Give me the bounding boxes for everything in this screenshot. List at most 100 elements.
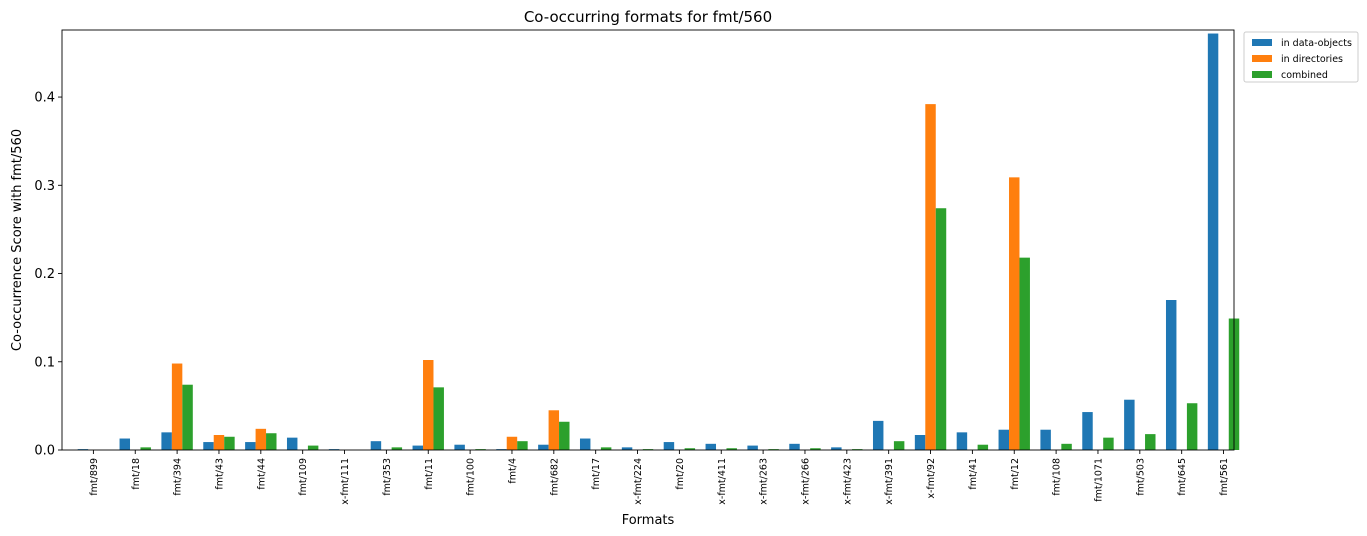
bar-combined-fmt-109: [307, 445, 319, 450]
x-tick-label: fmt/4: [507, 458, 518, 484]
x-tick-label: fmt/1071: [1093, 458, 1104, 502]
bar-in-directories-fmt-12: [1009, 177, 1020, 450]
legend-label: in data-objects: [1281, 38, 1352, 49]
x-tick-label: fmt/109: [298, 458, 309, 496]
bar-combined-fmt-682: [559, 421, 570, 450]
x-tick-label: fmt/12: [1010, 458, 1021, 490]
bar-combined-fmt-41: [977, 444, 989, 450]
bar-in-data-objects-fmt-561: [1207, 33, 1219, 450]
bar-in-data-objects-fmt-11: [412, 445, 424, 450]
legend-swatch: [1252, 55, 1272, 62]
x-axis-label: Formats: [622, 513, 675, 528]
x-tick-label: x-fmt/263: [759, 458, 770, 505]
x-tick-label: fmt/100: [466, 458, 477, 496]
x-tick-label: x-fmt/411: [717, 458, 728, 505]
x-tick-label: x-fmt/391: [884, 458, 895, 505]
bar-in-directories-fmt-682: [548, 410, 560, 450]
bar-combined-x-fmt-411: [726, 448, 737, 450]
bar-combined-fmt-108: [1061, 443, 1072, 450]
bar-in-data-objects-fmt-18: [119, 438, 131, 450]
bar-in-data-objects-x-fmt-263: [747, 445, 758, 450]
x-tick-label: fmt/503: [1135, 458, 1146, 496]
y-axis: 0.0 0.1 0.2 0.3 0.4: [34, 91, 62, 459]
bar-in-data-objects-fmt-20: [663, 442, 675, 450]
bar-in-data-objects-fmt-503: [1124, 399, 1135, 450]
legend-swatch: [1252, 71, 1272, 78]
bar-in-data-objects-x-fmt-411: [705, 443, 717, 450]
bar-in-data-objects-fmt-645: [1165, 300, 1177, 450]
x-tick-label: fmt/899: [89, 458, 100, 496]
x-tick-label: fmt/645: [1177, 458, 1188, 496]
bar-combined-fmt-18: [140, 447, 151, 450]
bars-group: [77, 33, 1240, 451]
bar-combined-fmt-11: [433, 387, 444, 450]
bar-combined-fmt-12: [1019, 257, 1030, 450]
x-tick-label: x-fmt/224: [633, 458, 644, 505]
chart-title: Co-occurring formats for fmt/560: [524, 8, 772, 26]
bar-combined-fmt-44: [266, 433, 277, 450]
x-tick-label: x-fmt/111: [340, 458, 351, 505]
bar-combined-fmt-20: [684, 448, 696, 450]
bar-in-data-objects-fmt-353: [370, 441, 382, 450]
bar-in-data-objects-fmt-682: [538, 444, 549, 450]
bar-in-data-objects-x-fmt-266: [789, 443, 800, 450]
y-tick-label: 0.3: [34, 179, 55, 194]
bar-combined-fmt-394: [182, 384, 193, 450]
bar-combined-x-fmt-391: [893, 441, 905, 450]
bar-in-data-objects-fmt-109: [286, 437, 298, 450]
bar-in-data-objects-fmt-41: [956, 432, 968, 450]
bar-in-data-objects-fmt-17: [579, 438, 591, 450]
legend: in data-objects in directories combined: [1243, 31, 1359, 83]
x-tick-label: fmt/682: [549, 458, 560, 496]
bar-in-data-objects-fmt-43: [203, 442, 214, 450]
x-tick-label: fmt/561: [1219, 458, 1230, 496]
x-tick-label: fmt/20: [675, 458, 686, 490]
y-tick-label: 0.2: [34, 267, 55, 282]
bar-in-directories-fmt-4: [506, 436, 518, 450]
bar-in-directories-fmt-394: [171, 363, 183, 450]
x-tick-label: fmt/41: [968, 458, 979, 490]
bar-in-data-objects-x-fmt-92: [914, 435, 926, 450]
x-tick-label: fmt/108: [1052, 458, 1063, 496]
x-tick-label: fmt/43: [214, 458, 225, 490]
x-tick-label: x-fmt/266: [800, 458, 811, 505]
bar-in-data-objects-x-fmt-224: [621, 447, 633, 450]
x-tick-label: fmt/44: [256, 458, 267, 490]
bar-combined-fmt-43: [224, 436, 235, 450]
y-axis-label: Co-occurrence Score with fmt/560: [10, 129, 25, 351]
y-tick-label: 0.0: [34, 444, 55, 459]
bar-combined-fmt-4: [517, 441, 528, 450]
bar-in-data-objects-fmt-44: [245, 442, 256, 450]
bar-in-directories-x-fmt-92: [925, 104, 936, 451]
bar-combined-fmt-353: [391, 447, 403, 450]
x-tick-label: fmt/18: [131, 458, 142, 490]
legend-label: in directories: [1281, 54, 1343, 65]
bar-combined-fmt-503: [1145, 434, 1156, 450]
x-tick-label: fmt/11: [424, 458, 435, 490]
y-tick-label: 0.1: [34, 355, 55, 370]
bar-in-data-objects-x-fmt-391: [872, 420, 884, 450]
x-tick-label: x-fmt/92: [926, 458, 937, 499]
bar-in-data-objects-fmt-108: [1040, 429, 1051, 450]
bar-in-data-objects-fmt-1071: [1082, 412, 1093, 450]
x-tick-label: fmt/394: [173, 458, 184, 496]
plot-frame: [61, 29, 1235, 451]
legend-swatch: [1252, 39, 1272, 46]
x-tick-label: fmt/353: [382, 458, 393, 496]
bar-combined-x-fmt-266: [810, 448, 821, 450]
bar-in-data-objects-fmt-12: [998, 429, 1010, 450]
legend-frame: [1243, 31, 1359, 83]
legend-label: combined: [1281, 70, 1328, 81]
bar-in-directories-fmt-44: [255, 428, 267, 450]
bar-in-data-objects-fmt-100: [454, 444, 465, 450]
y-tick-label: 0.4: [34, 91, 55, 106]
x-axis: fmt/899 fmt/18 fmt/394 fmt/43 fmt/44 fmt/109 x…: [89, 450, 1230, 505]
bar-in-data-objects-fmt-394: [161, 432, 172, 450]
bar-combined-x-fmt-92: [935, 208, 947, 450]
bar-combined-fmt-645: [1186, 403, 1198, 450]
bar-combined-fmt-17: [600, 447, 612, 450]
x-tick-label: fmt/17: [591, 458, 602, 490]
x-tick-label: x-fmt/423: [842, 458, 853, 505]
bar-in-data-objects-x-fmt-423: [831, 447, 842, 450]
